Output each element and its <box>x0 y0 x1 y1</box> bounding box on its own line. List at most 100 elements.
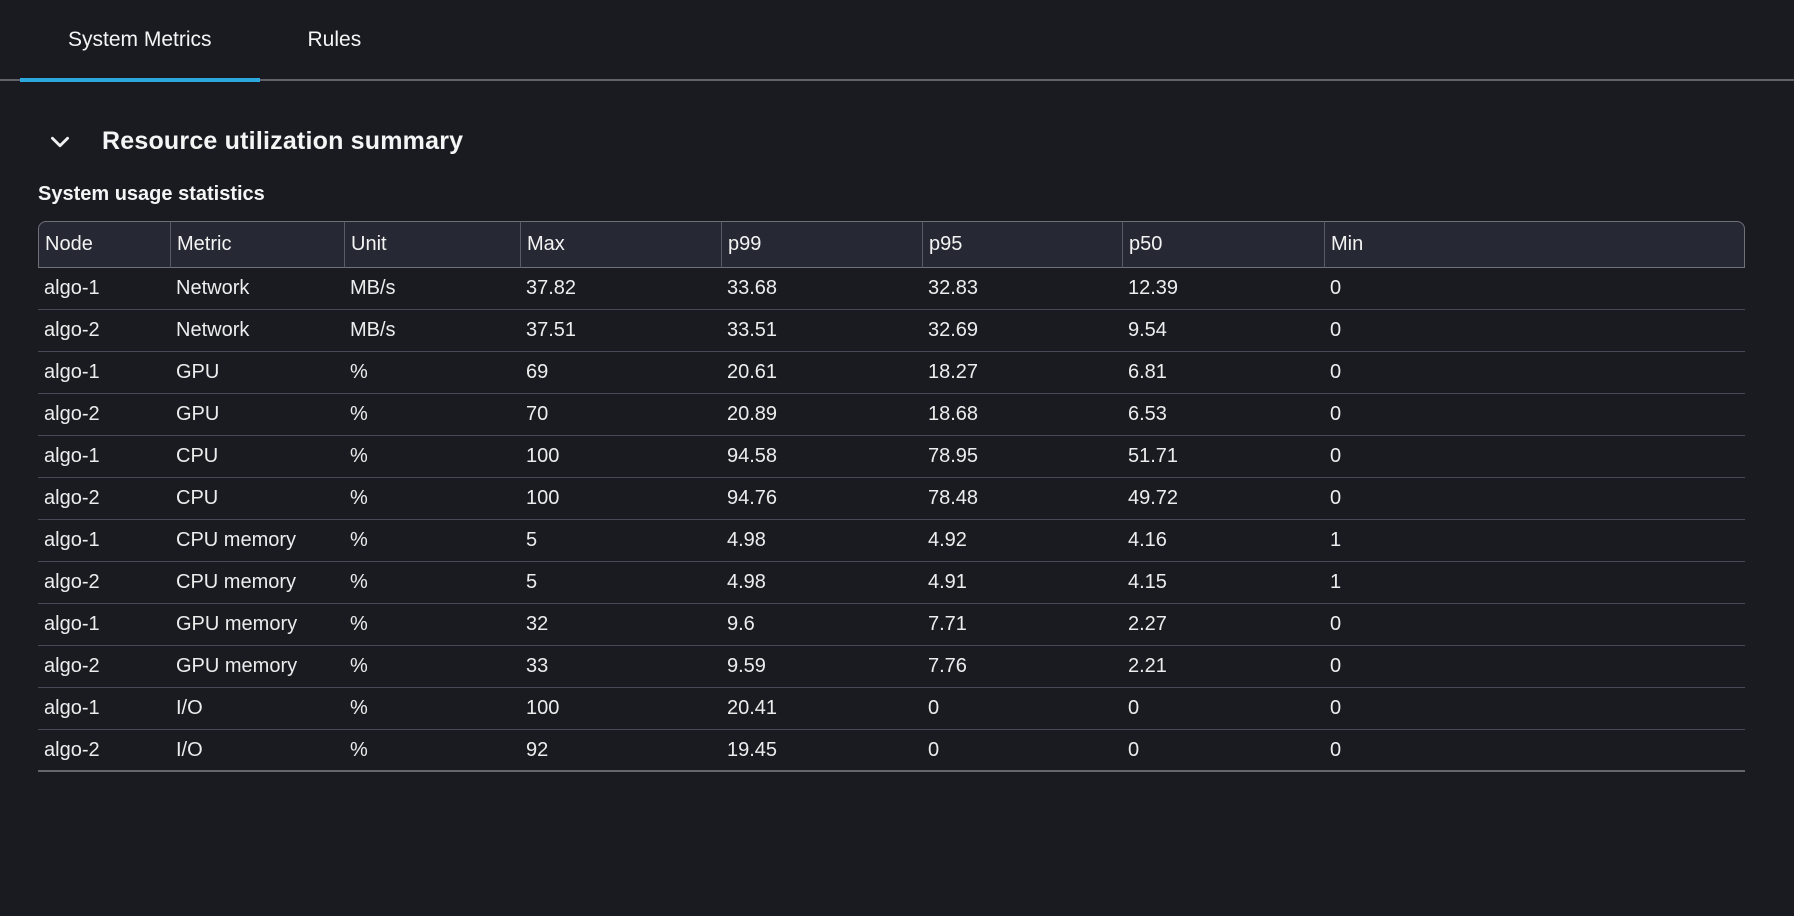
table-cell: 78.95 <box>922 436 1122 478</box>
table-cell: algo-2 <box>38 394 170 436</box>
table-cell: 33.51 <box>721 310 922 352</box>
table-cell: 6.53 <box>1122 394 1324 436</box>
table-cell: algo-1 <box>38 268 170 310</box>
table-cell: 0 <box>1324 604 1745 646</box>
table-cell: 20.89 <box>721 394 922 436</box>
table-cell: 0 <box>1324 436 1745 478</box>
table-cell: GPU memory <box>170 604 344 646</box>
table-cell: MB/s <box>344 268 520 310</box>
table-cell: 0 <box>1324 352 1745 394</box>
table-cell: 1 <box>1324 562 1745 604</box>
table-cell: 5 <box>520 562 721 604</box>
table-cell: 32.69 <box>922 310 1122 352</box>
table-cell: 70 <box>520 394 721 436</box>
table-cell: 1 <box>1324 520 1745 562</box>
table-cell: % <box>344 562 520 604</box>
table-cell: Network <box>170 310 344 352</box>
table-row: algo-2 CPU memory% 5 4.98 4.91 4.15 1 <box>38 562 1745 604</box>
tab-system-metrics-label: System Metrics <box>68 27 212 51</box>
table-cell: 12.39 <box>1122 268 1324 310</box>
table-row: algo-1 CPU memory% 5 4.98 4.92 4.16 1 <box>38 520 1745 562</box>
section-title: Resource utilization summary <box>102 127 464 155</box>
table-cell: 37.82 <box>520 268 721 310</box>
table-cell: algo-1 <box>38 352 170 394</box>
column-header-p95: p95 <box>922 221 1122 268</box>
table-cell: 0 <box>1324 478 1745 520</box>
tab-rules-label: Rules <box>307 27 362 51</box>
table-cell: MB/s <box>344 310 520 352</box>
table-row: algo-1 GPU% 69 20.61 18.27 6.81 0 <box>38 352 1745 394</box>
table-cell: 2.21 <box>1122 646 1324 688</box>
table-cell: CPU <box>170 478 344 520</box>
table-cell: 32 <box>520 604 721 646</box>
table-cell: 51.71 <box>1122 436 1324 478</box>
table-cell: 9.6 <box>721 604 922 646</box>
table-cell: 92 <box>520 730 721 772</box>
tab-bar: System Metrics Rules <box>0 0 1794 82</box>
table-cell: 78.48 <box>922 478 1122 520</box>
column-header-node: Node <box>38 221 170 268</box>
table-cell: algo-1 <box>38 436 170 478</box>
table-cell: GPU <box>170 394 344 436</box>
table-cell: 0 <box>1122 688 1324 730</box>
tab-rules[interactable]: Rules <box>260 0 410 79</box>
table-cell: algo-2 <box>38 562 170 604</box>
column-header-metric: Metric <box>170 221 344 268</box>
table-cell: 94.58 <box>721 436 922 478</box>
tab-system-metrics[interactable]: System Metrics <box>20 0 260 82</box>
table-cell: 0 <box>922 730 1122 772</box>
table-cell: Network <box>170 268 344 310</box>
column-header-unit: Unit <box>344 221 520 268</box>
table-cell: 69 <box>520 352 721 394</box>
table-row: algo-2 GPU% 70 20.89 18.68 6.53 0 <box>38 394 1745 436</box>
table-cell: 19.45 <box>721 730 922 772</box>
table-cell: 0 <box>1324 646 1745 688</box>
table-cell: 7.76 <box>922 646 1122 688</box>
table-row: algo-2 CPU% 100 94.76 78.48 49.72 0 <box>38 478 1745 520</box>
table-row: algo-2 Network MB/s 37.51 33.51 32.69 9.54 0 <box>38 310 1745 352</box>
table-cell: algo-2 <box>38 646 170 688</box>
table-row: algo-2 I/O% 92 19.45 0 0 0 <box>38 730 1745 772</box>
column-header-min: Min <box>1324 221 1745 268</box>
table-cell: 33 <box>520 646 721 688</box>
table-cell: algo-2 <box>38 730 170 772</box>
table-cell: % <box>344 604 520 646</box>
table-cell: 4.98 <box>721 562 922 604</box>
table-cell: 5 <box>520 520 721 562</box>
chevron-down-icon[interactable] <box>46 128 74 156</box>
table-cell: 0 <box>1324 688 1745 730</box>
table-header-row: Node Metric Unit Max p99 p95 p50 Min <box>38 221 1745 268</box>
table-cell: 100 <box>520 436 721 478</box>
table-cell: 0 <box>1324 268 1745 310</box>
table-cell: % <box>344 436 520 478</box>
section-header-resource-utilization: Resource utilization summary <box>46 127 1756 156</box>
table-row: algo-1 CPU% 100 94.58 78.95 51.71 0 <box>38 436 1745 478</box>
table-cell: I/O <box>170 730 344 772</box>
table-row: algo-1 I/O% 100 20.41 0 0 0 <box>38 688 1745 730</box>
table-cell: 6.81 <box>1122 352 1324 394</box>
table-cell: GPU <box>170 352 344 394</box>
table-cell: CPU memory <box>170 520 344 562</box>
table-cell: 0 <box>922 688 1122 730</box>
table-cell: I/O <box>170 688 344 730</box>
table-row: algo-1 GPU memory% 32 9.6 7.71 2.27 0 <box>38 604 1745 646</box>
table-row: algo-1 Network MB/s 37.82 33.68 32.83 12.39 0 <box>38 268 1745 310</box>
table-cell: 18.27 <box>922 352 1122 394</box>
table-cell: 20.61 <box>721 352 922 394</box>
table-cell: 4.92 <box>922 520 1122 562</box>
table-cell: algo-1 <box>38 520 170 562</box>
table-cell: 33.68 <box>721 268 922 310</box>
table-cell: 0 <box>1324 730 1745 772</box>
table-cell: 4.98 <box>721 520 922 562</box>
table-cell: algo-1 <box>38 604 170 646</box>
table-cell: 7.71 <box>922 604 1122 646</box>
table-cell: % <box>344 730 520 772</box>
column-header-p50: p50 <box>1122 221 1324 268</box>
table-cell: algo-2 <box>38 310 170 352</box>
table-cell: 37.51 <box>520 310 721 352</box>
column-header-p99: p99 <box>721 221 922 268</box>
table-cell: % <box>344 352 520 394</box>
table-cell: 0 <box>1324 310 1745 352</box>
table-cell: % <box>344 646 520 688</box>
table-cell: CPU memory <box>170 562 344 604</box>
